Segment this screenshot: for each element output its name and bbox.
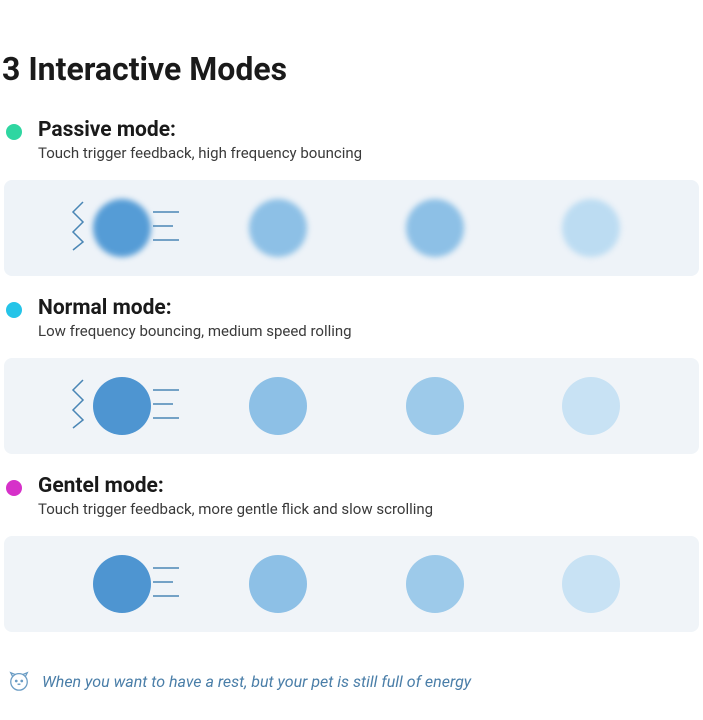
ball-icon	[406, 555, 464, 613]
mode-block: Normal mode: Low frequency bouncing, medi…	[0, 296, 703, 454]
ball-wrap	[249, 555, 307, 613]
mode-title: Gentel mode:	[38, 474, 433, 498]
mode-header: Gentel mode: Touch trigger feedback, more…	[0, 474, 703, 528]
ball-icon	[249, 377, 307, 435]
page-title: 3 Interactive Modes	[0, 20, 703, 118]
ball-wrap	[249, 377, 307, 435]
ball-icon	[406, 377, 464, 435]
mode-visual-strip	[4, 536, 699, 632]
mode-dot-icon	[6, 124, 22, 140]
mode-text: Normal mode: Low frequency bouncing, medi…	[38, 296, 352, 340]
ball-icon	[562, 555, 620, 613]
ball-wrap	[249, 199, 307, 257]
ball-icon	[93, 555, 151, 613]
mode-dot-icon	[6, 480, 22, 496]
mode-visual-strip	[4, 358, 699, 454]
ball-wrap	[406, 377, 464, 435]
motion-lines-icon	[151, 562, 183, 606]
ball-wrap	[93, 199, 151, 257]
mode-title: Normal mode:	[38, 296, 352, 320]
mode-text: Passive mode: Touch trigger feedback, hig…	[38, 118, 362, 162]
mode-text: Gentel mode: Touch trigger feedback, more…	[38, 474, 433, 518]
pet-icon	[8, 670, 30, 692]
mode-title: Passive mode:	[38, 118, 362, 142]
ball-icon	[562, 377, 620, 435]
zigzag-icon	[69, 200, 89, 256]
ball-wrap	[93, 377, 151, 435]
mode-header: Passive mode: Touch trigger feedback, hig…	[0, 118, 703, 172]
ball-wrap	[562, 199, 620, 257]
mode-description: Touch trigger feedback, more gentle flic…	[38, 500, 433, 518]
mode-description: Touch trigger feedback, high frequency b…	[38, 144, 362, 162]
zigzag-icon	[69, 378, 89, 434]
ball-wrap	[562, 555, 620, 613]
ball-icon	[93, 377, 151, 435]
ball-icon	[562, 199, 620, 257]
motion-lines-icon	[151, 206, 183, 250]
ball-wrap	[562, 377, 620, 435]
ball-wrap	[93, 555, 151, 613]
ball-wrap	[406, 555, 464, 613]
footer: When you want to have a rest, but your p…	[0, 652, 703, 692]
mode-header: Normal mode: Low frequency bouncing, medi…	[0, 296, 703, 350]
mode-block: Gentel mode: Touch trigger feedback, more…	[0, 474, 703, 632]
ball-icon	[249, 199, 307, 257]
mode-visual-strip	[4, 180, 699, 276]
mode-description: Low frequency bouncing, medium speed rol…	[38, 322, 352, 340]
footer-text: When you want to have a rest, but your p…	[42, 672, 471, 691]
mode-block: Passive mode: Touch trigger feedback, hig…	[0, 118, 703, 276]
ball-icon	[249, 555, 307, 613]
mode-dot-icon	[6, 302, 22, 318]
ball-icon	[93, 199, 151, 257]
ball-wrap	[406, 199, 464, 257]
ball-icon	[406, 199, 464, 257]
motion-lines-icon	[151, 384, 183, 428]
